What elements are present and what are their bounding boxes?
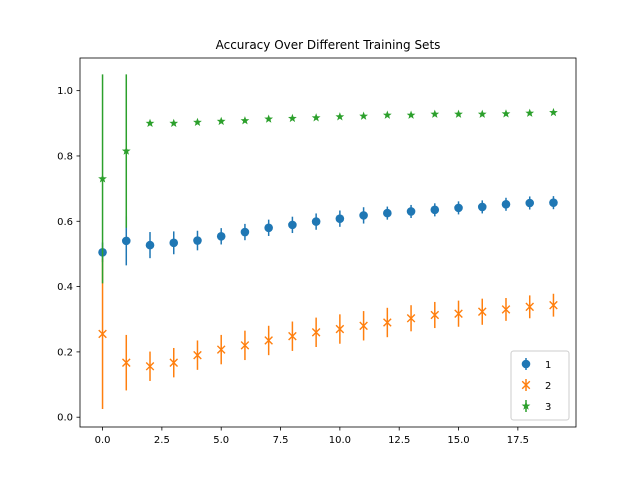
data-point (145, 240, 155, 250)
y-tick-label: 0.2 (57, 347, 73, 358)
legend-label: 3 (545, 402, 551, 413)
data-point (311, 217, 321, 226)
data-point (240, 341, 250, 350)
data-point (382, 110, 392, 119)
axes-frame (79, 57, 577, 428)
data-point (335, 112, 345, 121)
x-tick-label: 2.5 (154, 435, 170, 446)
data-point (121, 236, 131, 246)
data-point (430, 310, 440, 320)
data-point (240, 227, 250, 237)
data-point (169, 118, 179, 128)
data-point (98, 174, 107, 183)
y-tick-label: 0.4 (57, 282, 73, 293)
x-tick-label: 0.0 (95, 435, 111, 446)
data-point (193, 117, 202, 127)
series-1 (98, 196, 558, 266)
data-point (193, 350, 202, 360)
data-point (311, 113, 321, 122)
data-point (121, 358, 131, 367)
legend-label: 1 (545, 360, 551, 371)
x-tick-label: 10.0 (329, 435, 351, 446)
data-point (477, 109, 487, 118)
data-point (145, 361, 155, 371)
data-point (359, 111, 368, 120)
x-tick-label: 15.0 (447, 435, 469, 446)
data-point (406, 207, 416, 216)
x-tick-label: 17.5 (507, 435, 529, 446)
data-point (193, 236, 202, 245)
data-point (240, 116, 250, 125)
series-3 (98, 74, 558, 284)
data-point (549, 198, 558, 207)
y-tick-label: 0.8 (57, 151, 73, 162)
data-point (216, 116, 226, 126)
data-point (288, 113, 297, 123)
data-point (430, 205, 440, 215)
chart-title: Accuracy Over Different Training Sets (216, 38, 441, 52)
y-tick-label: 0.6 (57, 217, 73, 228)
data-point (288, 220, 297, 230)
data-point (383, 208, 392, 218)
data-point (501, 305, 511, 314)
data-point (454, 203, 463, 213)
data-point (501, 199, 511, 209)
data-point (454, 309, 463, 318)
data-point (335, 324, 345, 334)
data-point (525, 198, 535, 208)
legend-marker (521, 380, 531, 390)
y-tick-label: 1.0 (57, 86, 73, 97)
x-tick-label: 12.5 (388, 435, 410, 446)
series-2 (98, 258, 558, 410)
data-point (98, 329, 107, 339)
data-point (549, 107, 558, 117)
data-point (121, 146, 131, 155)
data-point (359, 211, 368, 220)
data-point (335, 214, 345, 223)
data-point (549, 300, 558, 310)
data-point (383, 318, 392, 327)
legend-box (510, 350, 570, 421)
plot-area: 0.0 2.5 5.0 7.5 10.0 12.5 15.0 17.5 0.0 0.2 0.4 0.6… (57, 74, 558, 446)
data-point (525, 302, 535, 312)
data-point (430, 109, 440, 118)
data-point (288, 331, 297, 341)
data-point (264, 114, 274, 123)
data-point (169, 238, 179, 248)
data-point (406, 313, 416, 323)
data-point (216, 231, 226, 241)
legend-label: 2 (545, 381, 551, 392)
x-tick-label: 7.5 (273, 435, 289, 446)
x-tick-label: 5.0 (213, 435, 229, 446)
data-point (501, 109, 511, 118)
data-point (264, 223, 273, 233)
data-point (477, 307, 487, 317)
y-tick-label: 0.0 (57, 413, 73, 424)
legend-marker (521, 401, 531, 410)
data-point (477, 202, 487, 212)
data-point (406, 110, 416, 119)
data-point (454, 109, 463, 118)
data-point (525, 108, 535, 117)
data-point (359, 321, 368, 331)
data-point (216, 345, 226, 354)
legend-marker (521, 359, 531, 369)
legend: 1 2 3 (510, 350, 570, 421)
data-point (169, 358, 179, 367)
data-point (145, 118, 155, 128)
data-point (311, 328, 321, 337)
data-point (264, 336, 273, 345)
